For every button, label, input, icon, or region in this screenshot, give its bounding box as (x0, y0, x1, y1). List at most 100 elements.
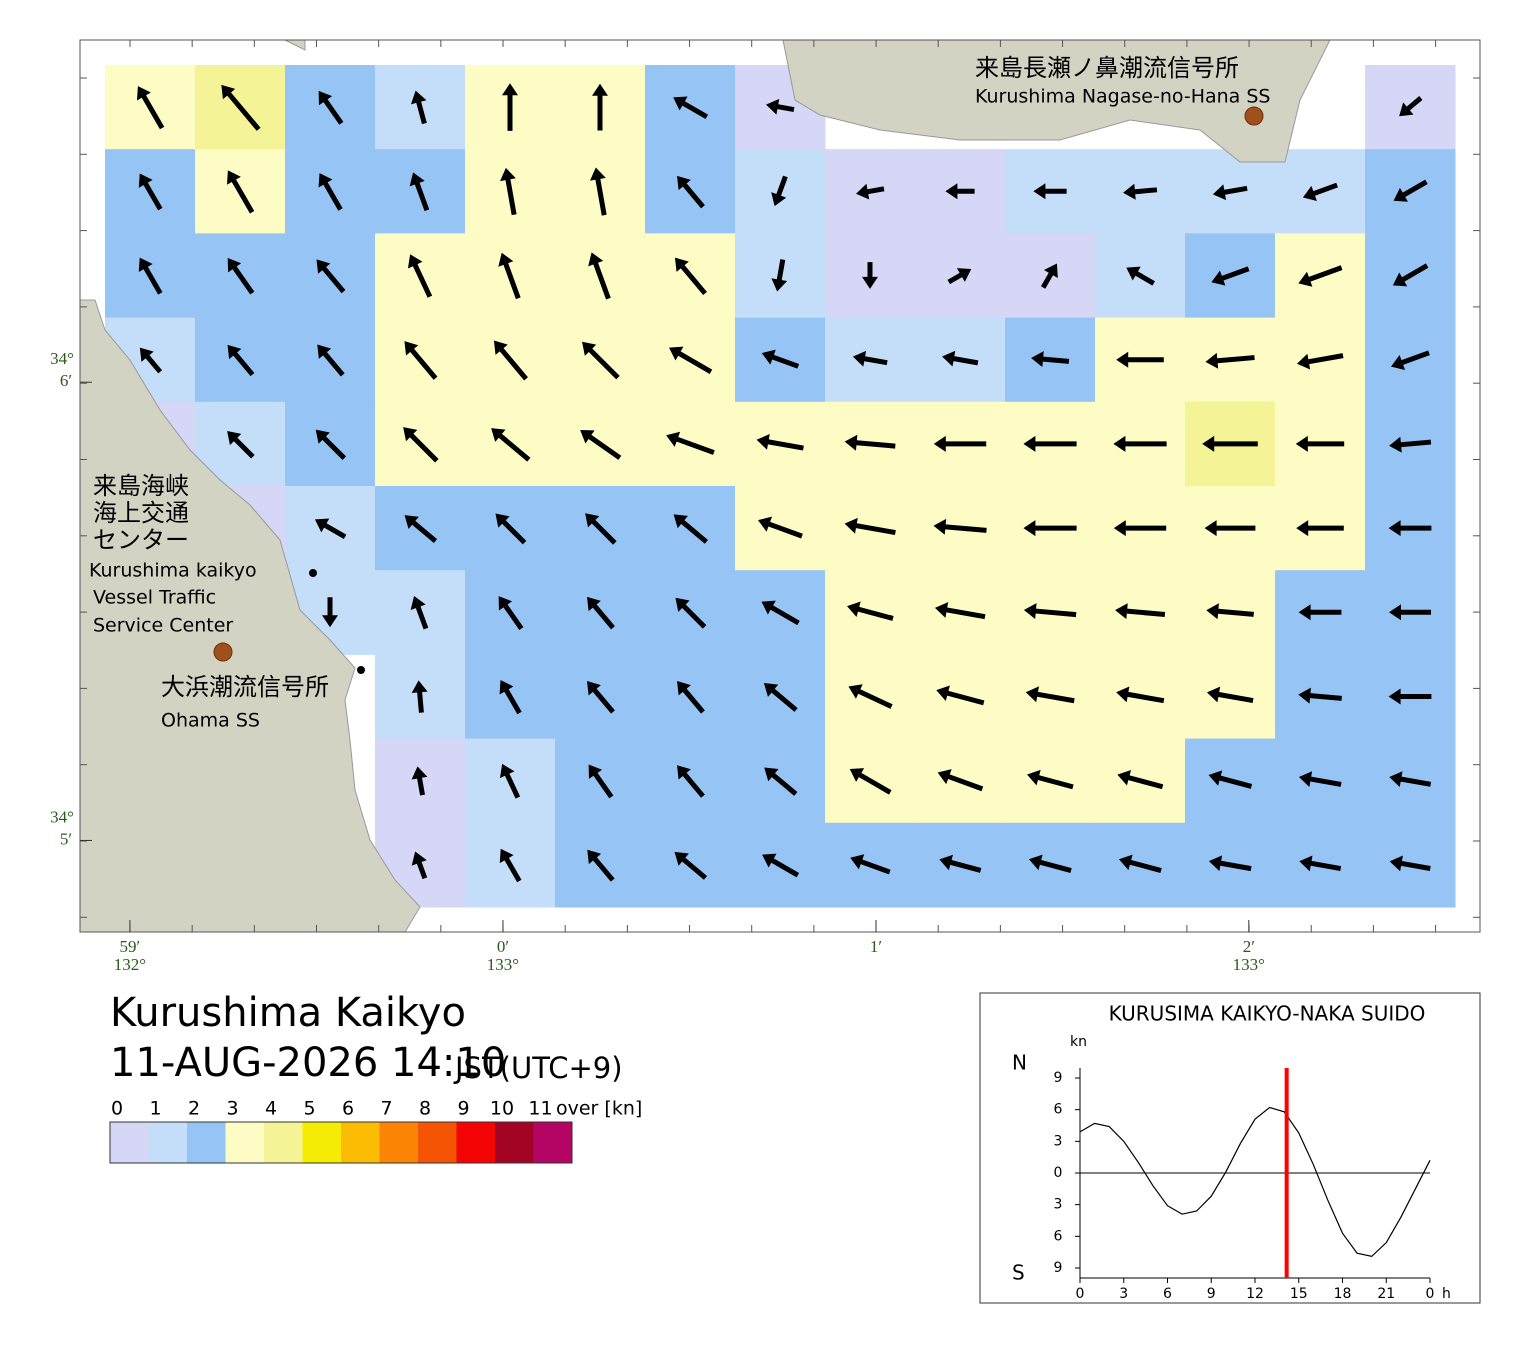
current-arrow (221, 84, 261, 131)
current-arrow (1031, 351, 1070, 368)
current-arrow (588, 252, 611, 300)
y-tick-label: 9 (1054, 1070, 1063, 1086)
current-arrow (1399, 96, 1423, 117)
current-arrow (771, 259, 788, 292)
colorbar-swatch (379, 1122, 418, 1163)
x-tick-label: 0 (1076, 1286, 1085, 1302)
station-name: 来島長瀬ノ鼻潮流信号所 (975, 54, 1239, 82)
current-arrow (844, 434, 896, 451)
current-arrow (947, 268, 972, 285)
colorbar-label: 0 (111, 1098, 123, 1120)
unit-label: kn (1070, 1034, 1087, 1050)
x-tick-label: 12 (1246, 1286, 1264, 1302)
current-arrow (1116, 351, 1164, 368)
current-arrow (844, 517, 896, 536)
current-arrow (1392, 263, 1429, 287)
lon-label: 2′ (1243, 937, 1255, 956)
datetime: 11-AUG-2026 14:10 (110, 1040, 506, 1086)
station-marker (1244, 106, 1264, 126)
current-arrow (758, 516, 803, 539)
current-arrow (403, 427, 439, 463)
current-arrow (850, 854, 891, 875)
current-arrow (1211, 266, 1250, 286)
current-arrow (590, 167, 607, 216)
colorbar-swatch (533, 1122, 572, 1163)
colorbar-label: 9 (457, 1098, 469, 1120)
current-arrow (404, 341, 438, 380)
current-arrow (1393, 179, 1428, 202)
current-arrow (934, 602, 986, 620)
current-arrow (942, 350, 979, 367)
colorbar-label: 7 (380, 1098, 392, 1120)
current-arrow (669, 346, 713, 374)
colorbar-label: 5 (303, 1098, 315, 1120)
colorbar-label: 8 (419, 1098, 431, 1120)
current-arrow (939, 854, 982, 873)
current-arrow (495, 513, 527, 545)
current-arrow (1206, 603, 1254, 620)
frame-ticks: 59′132°0′133°1′ 2′133°34°6′34°5′ (50, 40, 1480, 974)
lon-label: 133° (1233, 955, 1265, 974)
current-arrow (411, 680, 428, 713)
current-arrow (677, 681, 705, 714)
current-arrow (227, 431, 255, 459)
current-arrow (1023, 603, 1077, 620)
current-arrow (1208, 855, 1252, 872)
current-arrow (318, 173, 343, 211)
current-arrow (666, 431, 715, 455)
current-arrow (756, 433, 804, 451)
current-arrow (674, 851, 708, 880)
tide-curve (1079, 1106, 1431, 1258)
lon-label: 0′ (497, 937, 509, 956)
x-tick-label: 21 (1377, 1286, 1395, 1302)
colorbar-swatch (148, 1122, 187, 1163)
lat-label: 34° (50, 349, 74, 368)
current-arrow (1117, 770, 1164, 790)
current-arrow (1295, 435, 1345, 452)
current-arrow (764, 767, 798, 796)
lat-label: 34° (50, 807, 74, 826)
current-arrow (771, 175, 788, 207)
current-arrow (226, 170, 255, 214)
current-arrow (1389, 771, 1432, 788)
current-arrow (587, 849, 615, 882)
colorbar-frame (109, 1121, 573, 1164)
colorbar-swatch (418, 1122, 457, 1163)
current-arrow (136, 86, 165, 130)
current-arrow (585, 513, 617, 545)
current-arrow (499, 848, 522, 883)
current-arrow (762, 853, 800, 878)
colorbar-label: 1 (149, 1098, 161, 1120)
current-arrow (411, 851, 428, 880)
current-arrow (411, 766, 428, 796)
current-arrow (1206, 686, 1254, 704)
current-arrow (582, 341, 620, 380)
current-arrow (761, 600, 800, 626)
current-arrow (848, 684, 893, 709)
current-arrow (1040, 263, 1058, 289)
current-arrow (763, 683, 798, 712)
current-arrow (587, 681, 615, 714)
x-tick-label: 18 (1334, 1286, 1352, 1302)
timezone: JST(UTC+9) (453, 1051, 623, 1085)
current-arrow (493, 340, 528, 381)
station-name-en: Service Center (93, 615, 233, 637)
colorbar-swatch (225, 1122, 264, 1163)
y-tick-label: 6 (1054, 1228, 1063, 1244)
colorbar-label: 10 (490, 1098, 514, 1120)
lon-label: 132° (114, 955, 146, 974)
current-arrow (1298, 771, 1342, 787)
current-arrow (1296, 353, 1344, 370)
x-tick-label: 9 (1207, 1286, 1216, 1302)
land-west (79, 299, 421, 933)
current-arrow (761, 349, 800, 369)
current-arrow (933, 518, 987, 535)
colorbar-swatch (110, 1122, 149, 1163)
current-arrow (1208, 770, 1253, 789)
chart-frame (979, 992, 1481, 1304)
current-arrow (580, 430, 622, 460)
current-arrow (1028, 854, 1072, 873)
x-tick-label: 0 (1426, 1286, 1435, 1302)
land (79, 39, 1331, 933)
